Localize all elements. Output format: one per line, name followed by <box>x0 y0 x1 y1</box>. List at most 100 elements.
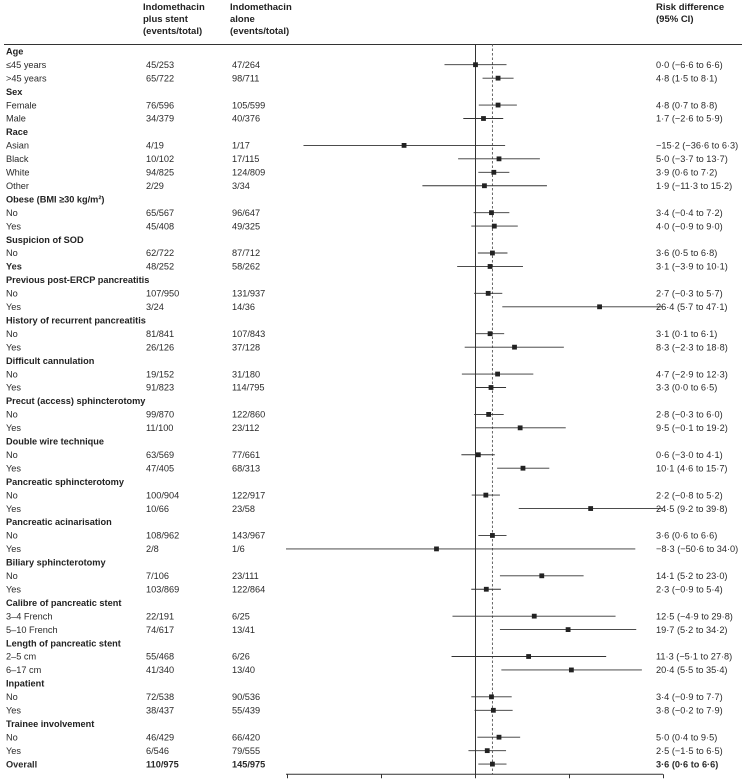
group-label-9: Double wire technique <box>6 437 104 447</box>
row-9-1-stent-events: 47/405 <box>146 463 174 473</box>
row-2-3-point <box>482 183 487 189</box>
row-5-0-point <box>485 290 491 296</box>
row-5-0-label: No <box>6 289 18 299</box>
row-12-1-point <box>483 586 489 592</box>
row-15-0-point <box>489 694 494 700</box>
group-label-6: History of recurrent pancreatitis <box>6 315 146 325</box>
row-10-0-label: No <box>6 490 18 500</box>
row-4-0-ci-text: 3·6 (0·5 to 6·8) <box>656 248 717 258</box>
group-label-10: Pancreatic sphincterotomy <box>6 477 125 487</box>
row-9-1-label: Yes <box>6 463 21 473</box>
row-14-1-stent-events: 41/340 <box>146 665 174 675</box>
row-5-1-ci-text: 26·4 (5·7 to 47·1) <box>656 302 728 312</box>
overall-ci-text: 3·6 (0·6 to 6·6) <box>656 759 718 769</box>
row-16-1-label: Yes <box>6 746 21 756</box>
row-6-1-point <box>512 344 517 350</box>
row-10-0-alone-events: 122/917 <box>232 490 265 500</box>
row-2-3-label: Other <box>6 181 29 191</box>
row-10-1-stent-events: 10/66 <box>146 504 169 514</box>
row-4-1-stent-events: 48/252 <box>146 262 174 272</box>
row-11-0-point <box>490 533 495 538</box>
row-9-0-point <box>475 452 481 458</box>
row-2-1-stent-events: 10/102 <box>146 154 174 164</box>
row-2-1-ci-text: 5·0 (−3·7 to 13·7) <box>656 154 728 164</box>
row-8-0-alone-events: 122/860 <box>232 410 265 420</box>
group-label-13: Calibre of pancreatic stent <box>6 598 121 608</box>
row-4-1-ci-text: 3·1 (−3·9 to 10·1) <box>656 262 728 272</box>
row-7-1-point <box>488 385 494 390</box>
row-1-0-point <box>495 102 501 108</box>
row-0-1-alone-events: 98/711 <box>232 73 259 83</box>
row-11-0-ci-text: 3·6 (0·6 to 6·6) <box>656 531 717 541</box>
header-col-stent-line-1: Indomethacin <box>143 2 205 13</box>
row-2-0-ci-text: −15·2 (−36·6 to 6·3) <box>656 141 738 151</box>
group-label-15: Inpatient <box>6 679 44 689</box>
row-2-3-ci-text: 1·9 (−11·3 to 15·2) <box>656 181 732 191</box>
row-1-1-label: Male <box>6 114 26 124</box>
header-col-rd-line-1: Risk difference <box>656 2 725 13</box>
row-10-0-ci-text: 2·2 (−0·8 to 5·2) <box>656 490 723 500</box>
header-col-stent: Indomethacin plus stent (events/total) <box>143 2 205 39</box>
row-13-1-stent-events: 74/617 <box>146 625 174 635</box>
row-10-1-label: Yes <box>6 504 21 514</box>
overall-label: Overall <box>6 759 37 769</box>
row-13-0-ci-text: 12·5 (−4·9 to 29·8) <box>656 611 733 621</box>
group-label-8: Precut (access) sphincterotomy <box>6 396 146 406</box>
row-3-1-ci-text: 4·0 (−0·9 to 9·0) <box>656 221 723 231</box>
row-15-1-label: Yes <box>6 706 21 716</box>
row-14-0-stent-events: 55/468 <box>146 652 174 662</box>
row-2-1-label: Black <box>6 154 29 164</box>
row-14-1-alone-events: 13/40 <box>232 665 255 675</box>
row-7-1-ci-text: 3·3 (0·0 to 6·5) <box>656 383 717 393</box>
group-label-16: Trainee involvement <box>6 719 94 729</box>
row-14-0-alone-events: 6/26 <box>232 652 250 662</box>
row-16-1-alone-events: 79/555 <box>232 746 260 756</box>
row-3-0-stent-events: 65/567 <box>146 208 174 218</box>
row-14-1-label: 6–17 cm <box>6 665 42 675</box>
row-0-1-ci-text: 4·8 (1·5 to 8·1) <box>656 73 717 83</box>
row-5-0-stent-events: 107/950 <box>146 289 179 299</box>
row-0-1-stent-events: 65/722 <box>146 73 174 83</box>
row-5-0-ci-text: 2·7 (−0·3 to 5·7) <box>656 289 723 299</box>
row-2-0-point <box>401 143 407 148</box>
row-16-1-point <box>484 748 490 754</box>
group-label-5: Previous post-ERCP pancreatitis <box>6 275 149 285</box>
row-0-0-stent-events: 45/253 <box>146 60 174 70</box>
row-9-1-point <box>520 465 526 471</box>
row-8-1-alone-events: 23/112 <box>232 423 259 433</box>
row-16-0-ci-text: 5·0 (0·4 to 9·5) <box>656 732 717 742</box>
row-13-1-point <box>565 627 571 632</box>
header-col-alone-line-2: alone <box>230 14 255 26</box>
row-1-0-stent-events: 76/596 <box>146 100 174 110</box>
overall-point <box>490 761 495 767</box>
row-14-0-ci-text: 11·3 (−5·1 to 27·8) <box>656 652 732 662</box>
row-6-1-label: Yes <box>6 342 21 352</box>
row-7-0-label: No <box>6 369 18 379</box>
row-4-0-alone-events: 87/712 <box>232 248 260 258</box>
row-3-1-point <box>491 223 497 229</box>
row-9-0-label: No <box>6 450 18 460</box>
row-16-0-point <box>496 734 502 740</box>
row-14-0-label: 2–5 cm <box>6 652 36 662</box>
row-2-2-point <box>491 169 497 175</box>
row-0-0-ci-text: 0·0 (−6·6 to 6·6) <box>656 60 723 70</box>
row-5-1-alone-events: 14/36 <box>232 302 255 312</box>
row-11-1-stent-events: 2/8 <box>146 544 159 554</box>
row-8-0-point <box>486 412 492 417</box>
row-11-0-alone-events: 143/967 <box>232 531 265 541</box>
row-10-1-ci-text: 24·5 (9·2 to 39·8) <box>656 504 728 514</box>
row-10-0-stent-events: 100/904 <box>146 490 179 500</box>
row-6-1-stent-events: 26/126 <box>146 342 174 352</box>
row-5-1-label: Yes <box>6 302 21 312</box>
row-0-1-label: >45 years <box>6 73 47 83</box>
header-col-risk-difference: Risk difference (95% CI) <box>656 2 724 26</box>
row-3-1-stent-events: 45/408 <box>146 221 174 231</box>
row-11-1-label: Yes <box>6 544 21 554</box>
row-2-0-stent-events: 4/19 <box>146 141 164 151</box>
row-9-1-alone-events: 68/313 <box>232 463 260 473</box>
row-3-1-alone-events: 49/325 <box>232 221 260 231</box>
row-15-0-stent-events: 72/538 <box>146 692 174 702</box>
row-5-0-alone-events: 131/937 <box>232 289 265 299</box>
row-11-1-ci-text: −8·3 (−50·6 to 34·0) <box>656 544 738 554</box>
